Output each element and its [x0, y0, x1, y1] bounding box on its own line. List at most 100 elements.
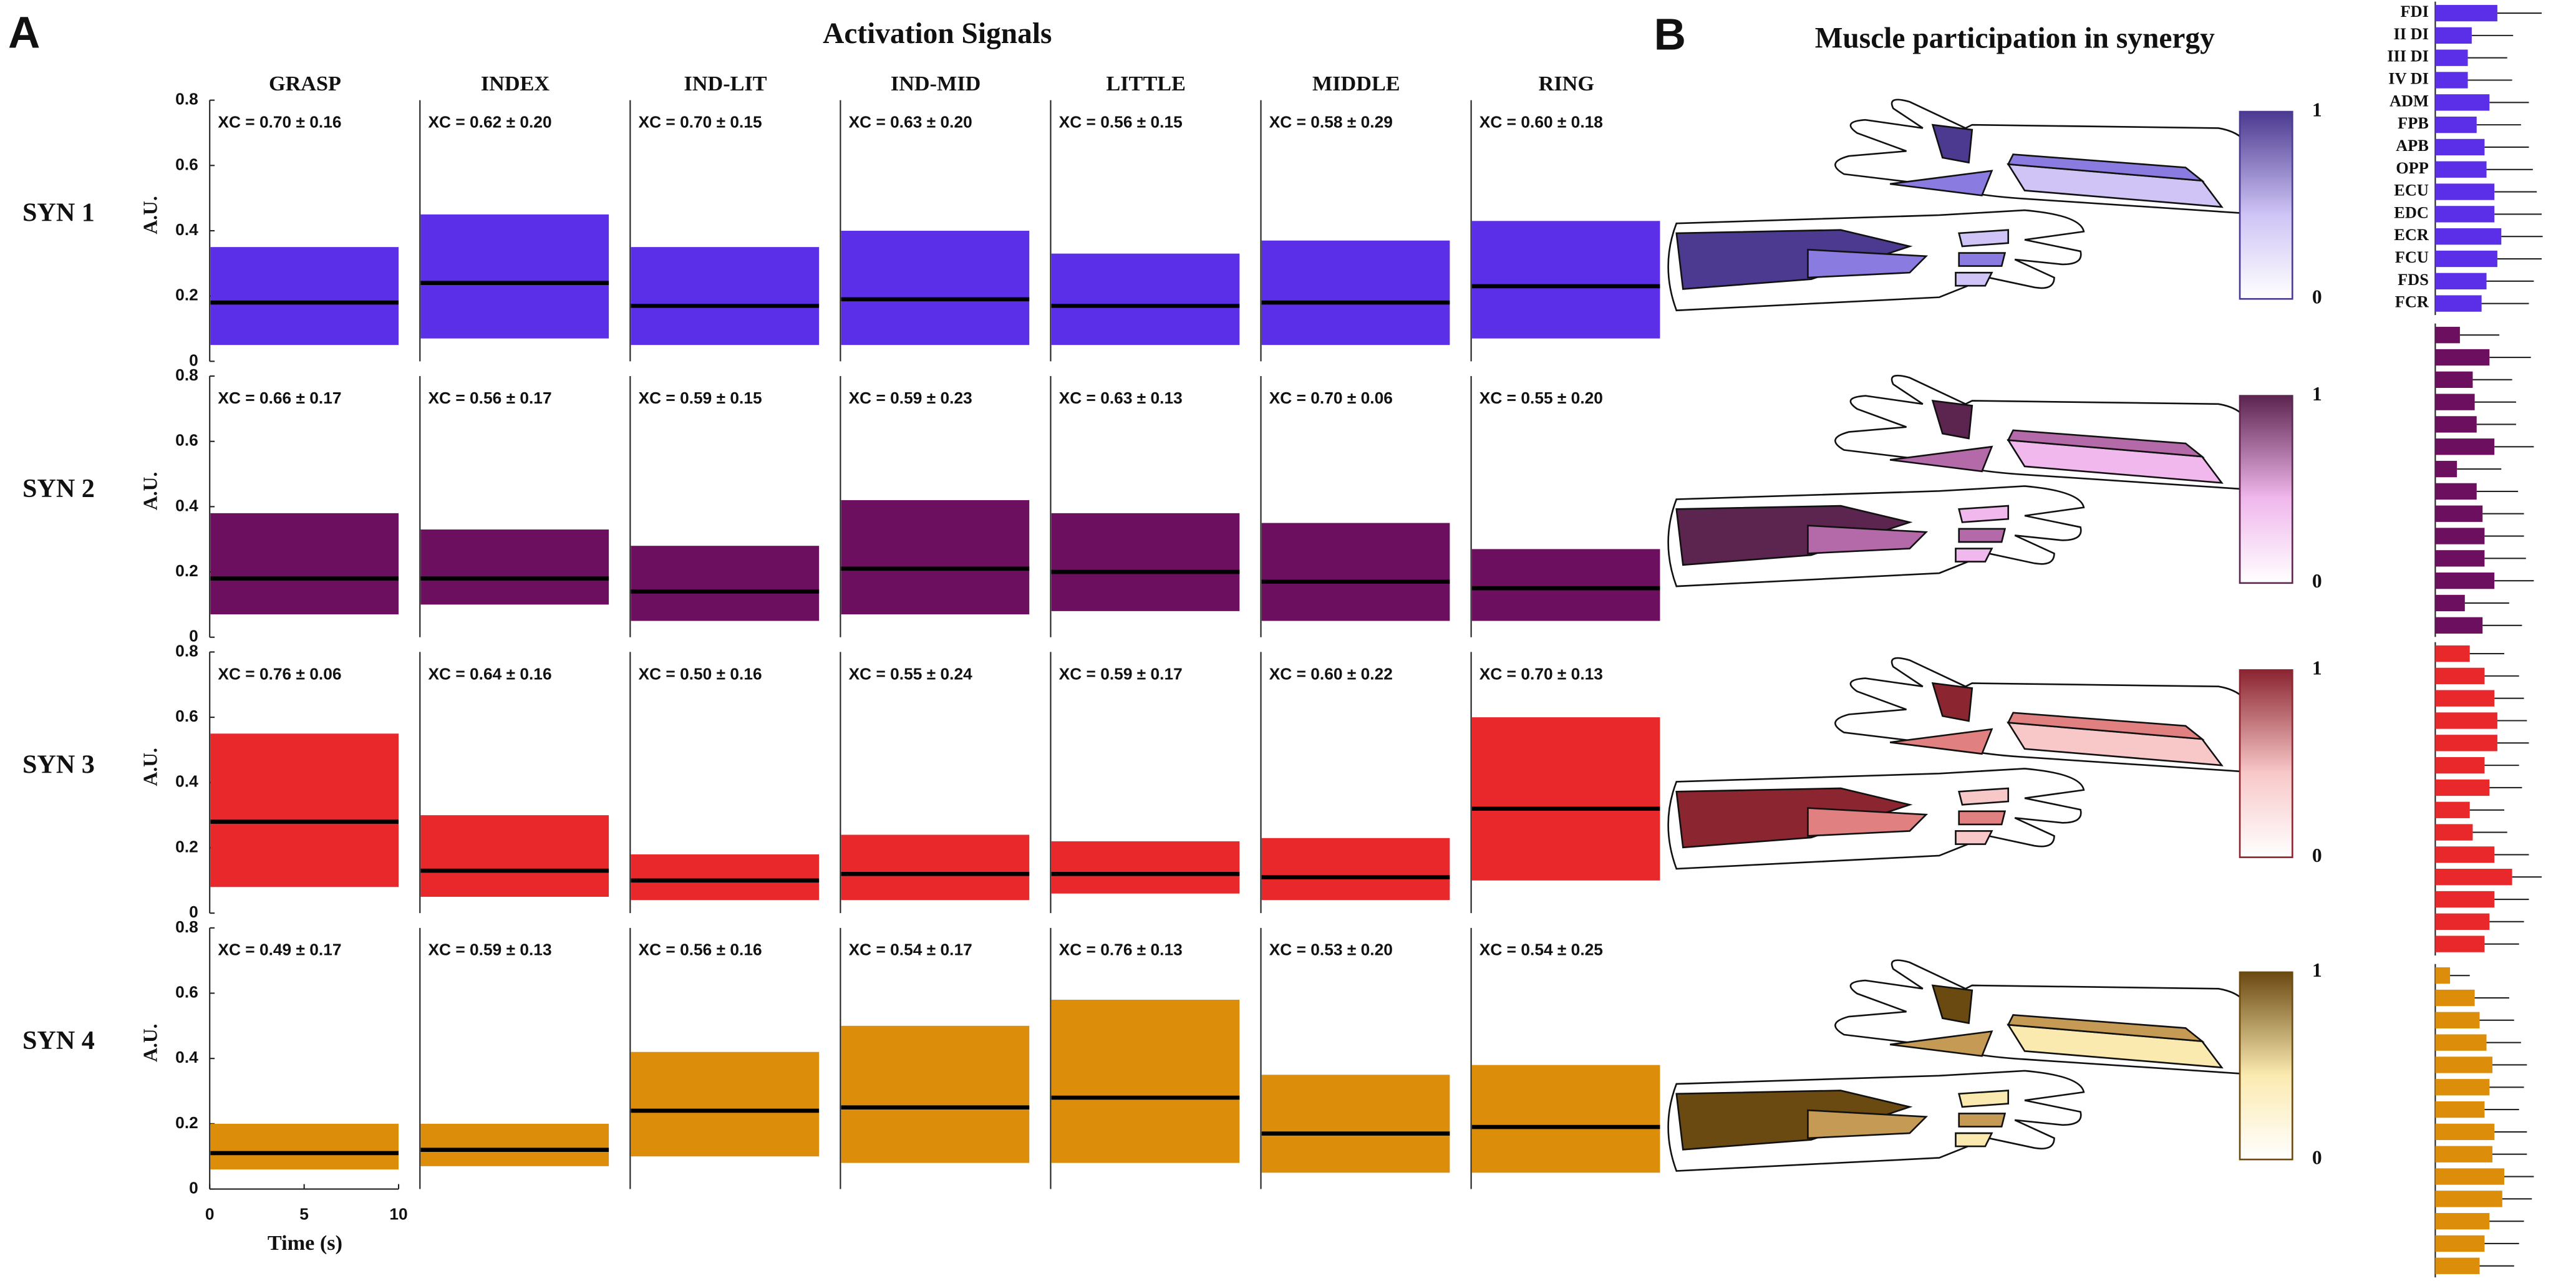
muscle — [1958, 1113, 2007, 1128]
activation-band — [1051, 999, 1240, 1163]
participation-bar — [2435, 1257, 2480, 1274]
participation-bar — [2435, 550, 2485, 567]
colorbar-label: 1 — [2312, 959, 2322, 981]
xc-label: XC = 0.59 ± 0.15 — [639, 389, 762, 407]
activation-band — [631, 546, 820, 621]
colorbar — [2239, 971, 2293, 1161]
participation-bar — [2435, 1056, 2493, 1073]
muscle — [1955, 830, 1993, 845]
y-tick-label: 0 — [189, 1178, 198, 1197]
x-axis-label: Time (s) — [268, 1231, 342, 1255]
muscle — [1807, 807, 1929, 837]
y-tick-label: 0.6 — [175, 707, 198, 725]
xc-label: XC = 0.56 ± 0.16 — [639, 940, 762, 959]
xc-label: XC = 0.54 ± 0.25 — [1479, 940, 1603, 959]
muscle — [1931, 123, 1973, 164]
xc-label: XC = 0.76 ± 0.06 — [218, 664, 341, 683]
participation-bar — [2435, 690, 2495, 707]
xc-label: XC = 0.58 ± 0.29 — [1269, 112, 1393, 131]
participation-bar — [2435, 416, 2477, 433]
activation-band — [631, 247, 820, 346]
participation-bar — [2435, 183, 2495, 200]
participation-bar — [2435, 594, 2465, 612]
participation-bar — [2435, 295, 2482, 312]
y-tick-label: 0.8 — [175, 365, 198, 384]
muscle-name: ADM — [2390, 92, 2429, 110]
xc-label: XC = 0.56 ± 0.15 — [1059, 112, 1183, 131]
participation-bar — [2435, 1123, 2495, 1141]
muscle — [1958, 1090, 2010, 1108]
muscle-name: IV DI — [2388, 70, 2429, 88]
y-axis-label: A.U. — [139, 196, 161, 234]
activation-band — [631, 1051, 820, 1157]
activation-band — [420, 815, 609, 897]
arm-diagram — [1667, 99, 2254, 312]
activation-band — [841, 834, 1030, 901]
participation-bar — [2435, 483, 2477, 500]
muscle — [2007, 429, 2205, 458]
participation-bar — [2435, 913, 2490, 930]
muscle — [1889, 170, 1993, 196]
xc-label: XC = 0.60 ± 0.18 — [1479, 112, 1603, 131]
y-tick-label: 0 — [189, 627, 198, 645]
participation-bar — [2435, 869, 2512, 886]
participation-bar — [2435, 1235, 2485, 1252]
muscle — [1958, 787, 2010, 806]
muscle-name: FDI — [2401, 2, 2429, 21]
y-tick-label: 0 — [189, 902, 198, 921]
participation-bar — [2435, 438, 2495, 455]
activation-band — [210, 247, 399, 346]
y-tick-label: 0.4 — [175, 1048, 198, 1066]
colorbar-label: 0 — [2312, 1146, 2322, 1168]
activation-band — [1471, 717, 1660, 881]
activation-band — [841, 1025, 1030, 1163]
xc-label: XC = 0.76 ± 0.13 — [1059, 940, 1183, 959]
participation-bar — [2435, 1212, 2490, 1230]
activation-band — [841, 230, 1030, 346]
activation-band — [1261, 240, 1450, 346]
participation-bar — [2435, 1146, 2493, 1163]
participation-bar — [2435, 667, 2485, 685]
column-title: LITTLE — [1106, 72, 1185, 95]
colorbar — [2239, 669, 2293, 858]
participation-bar — [2435, 1012, 2480, 1028]
xc-label: XC = 0.63 ± 0.13 — [1059, 389, 1183, 407]
muscle-name: III DI — [2387, 47, 2429, 65]
colorbar-label: 1 — [2312, 99, 2322, 120]
y-tick-label: 0.2 — [175, 286, 198, 304]
panel-letter: B — [1654, 10, 1686, 59]
activation-band — [1261, 838, 1450, 901]
x-tick-label: 5 — [299, 1205, 309, 1224]
participation-bar — [2435, 394, 2475, 410]
column-title: IND-LIT — [684, 72, 767, 95]
participation-bar — [2435, 528, 2485, 544]
muscle-name: APB — [2396, 137, 2429, 155]
participation-bar — [2435, 94, 2490, 111]
activation-band — [420, 214, 609, 339]
xc-label: XC = 0.55 ± 0.24 — [849, 664, 972, 683]
synergy-label: SYN 2 — [22, 474, 95, 503]
colorbar — [2239, 110, 2293, 300]
participation-bar — [2435, 757, 2485, 774]
muscle-name: EDC — [2394, 203, 2429, 221]
muscle — [1955, 271, 1993, 287]
muscle-name: FCR — [2395, 293, 2429, 311]
panel-letter: A — [8, 9, 40, 58]
xc-label: XC = 0.59 ± 0.23 — [849, 389, 972, 407]
muscle — [1807, 524, 1929, 554]
muscle — [1807, 1109, 1929, 1139]
column-title: RING — [1539, 72, 1594, 95]
colorbar — [2239, 395, 2293, 584]
muscle — [1931, 399, 1973, 440]
y-tick-label: 0.4 — [175, 220, 198, 239]
y-tick-label: 0.8 — [175, 641, 198, 660]
activation-band — [1261, 1075, 1450, 1173]
y-tick-label: 0 — [189, 350, 198, 369]
activation-band — [210, 513, 399, 615]
colorbar-label: 0 — [2312, 286, 2322, 308]
participation-bar — [2435, 138, 2485, 156]
synergy-label: SYN 1 — [22, 198, 95, 228]
activation-band — [1051, 253, 1240, 346]
participation-bar — [2435, 4, 2497, 22]
